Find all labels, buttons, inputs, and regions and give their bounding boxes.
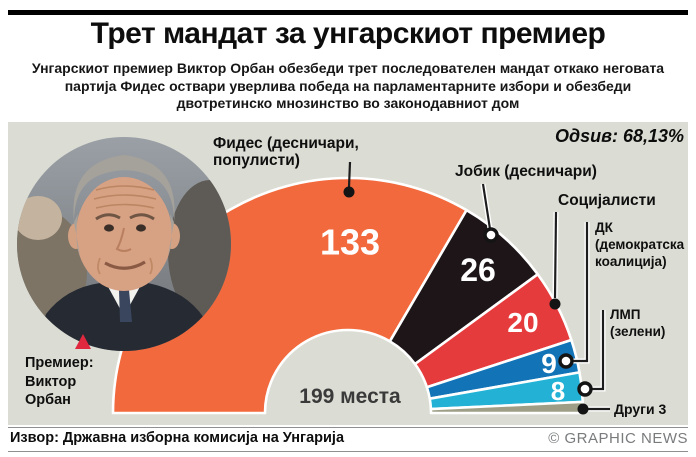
photo-hair-right <box>168 214 174 256</box>
leader-lines <box>343 161 610 415</box>
photo-eyebrow-right <box>129 213 155 221</box>
label-fidesz-line-2: популисти) <box>213 152 300 169</box>
photo-crowd-head <box>17 196 62 240</box>
page-title: Трет мандат за унгарскиот премиер <box>90 17 606 50</box>
segment-value-fidesz: 133 <box>320 222 380 263</box>
label-dk-line-1: ДК <box>595 220 613 235</box>
label-fidesz: Фидес (десничари, популисти) <box>213 135 359 169</box>
label-lmp: ЛМП (зелени) <box>610 306 665 340</box>
photo-forehead-line2 <box>93 194 157 200</box>
segment-value-jobbik: 26 <box>460 252 496 288</box>
premier-caption-line-3: Орбан <box>25 392 71 408</box>
photo-hair-left <box>74 214 80 256</box>
label-jobbik: Јобик (десничари) <box>455 163 597 180</box>
source-line: Извор: Државна изборна комисија на Унгар… <box>10 430 345 446</box>
photo-forehead-line1 <box>95 185 155 191</box>
photo-crowd-shape2 <box>168 180 231 324</box>
label-dk-line-2: (демократска <box>595 237 685 252</box>
subtitle-line-3: двотретинско мнозинство во законодавниот… <box>176 95 520 111</box>
photo-eyebrow-left <box>95 213 121 221</box>
lmp-leader-casing <box>592 310 606 392</box>
dk-anchor-ring <box>558 353 574 369</box>
label-dk: ДК (демократска коалиција) <box>595 219 684 270</box>
others-anchor-dot <box>577 403 589 415</box>
label-others: Други 3 <box>614 401 667 417</box>
turnout-label: Одѕив: 68,13% <box>554 126 684 146</box>
label-lmp-line-2: (зелени) <box>610 324 666 339</box>
label-lmp-line-1: ЛМП <box>610 307 641 322</box>
subtitle: Унгарскиот премиер Виктор Орбан обезбеди… <box>28 60 668 113</box>
premier-caption: Премиер: Виктор Орбан <box>25 354 94 410</box>
subtitle-line-2: партија Фидес оствари уверлива победа на… <box>64 77 632 94</box>
chart-panel: 133 26 20 9 8 <box>8 122 688 425</box>
fidesz-leader-line <box>347 161 352 188</box>
dk-leader-line <box>573 222 589 363</box>
credit-line: © GRAPHIC NEWS <box>548 430 688 447</box>
photo-smile-line-left <box>97 257 101 275</box>
jobbik-leader-line <box>481 183 492 230</box>
photo-eye-left <box>104 224 114 232</box>
top-rule-bar <box>8 10 688 15</box>
photo-forehead-line3 <box>95 203 155 209</box>
segment-value-dk: 9 <box>541 348 557 379</box>
lmp-anchor-ring <box>577 381 593 397</box>
label-socialists: Социјалисти <box>558 192 656 209</box>
footer: Извор: Државна изборна комисија на Унгар… <box>8 427 688 452</box>
label-dk-line-3: коалиција) <box>595 254 667 269</box>
photo-nose <box>115 227 132 252</box>
photo-eye-right <box>136 224 146 232</box>
photo-tie <box>119 290 132 322</box>
premier-pointer-triangle <box>75 334 91 349</box>
premier-caption-line-1: Премиер: <box>25 355 94 371</box>
premier-caption-line-2: Виктор <box>25 373 77 390</box>
photo-face <box>76 177 172 291</box>
label-fidesz-line-1: Фидес (десничари, <box>213 135 359 152</box>
jobbik-anchor-ring <box>483 227 499 243</box>
segment-value-socialists: 20 <box>507 307 538 338</box>
lmp-leader-line <box>592 310 605 391</box>
fidesz-anchor-dot <box>343 186 355 198</box>
segment-value-lmp: 8 <box>551 376 565 406</box>
photo-mouth <box>104 260 146 270</box>
socialists-leader-line <box>553 211 558 299</box>
photo-smile-line-right <box>149 257 153 275</box>
dk-leader-casing <box>573 222 590 364</box>
total-seats-label: 199 места <box>299 385 401 408</box>
photo-hair <box>73 155 175 222</box>
socialists-anchor-dot <box>549 298 561 310</box>
subtitle-line-1: Унгарскиот премиер Виктор Орбан обезбеди… <box>31 60 665 76</box>
